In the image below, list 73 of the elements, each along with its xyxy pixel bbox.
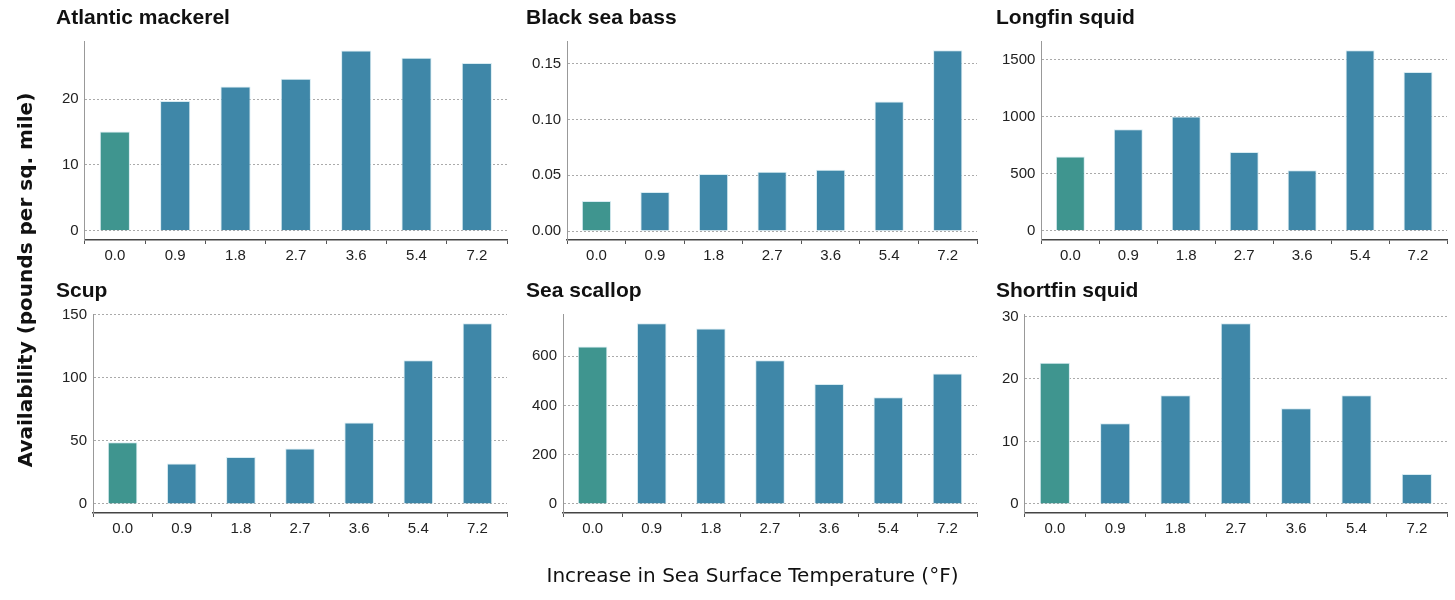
- y-tick-label: 0.10: [531, 109, 562, 127]
- x-tick-label: 2.7: [289, 519, 311, 537]
- y-tick-label: 1000: [1001, 106, 1036, 124]
- x-tick-label: 5.4: [878, 246, 900, 264]
- x-tick-label: 3.6: [820, 246, 842, 264]
- y-tick-label: 20: [1002, 369, 1019, 387]
- x-tick-label: 0.9: [1117, 246, 1139, 264]
- x-tick-label: 3.6: [348, 519, 370, 537]
- y-tick-label: 100: [62, 368, 88, 385]
- x-tick-label: 0.9: [644, 246, 666, 264]
- x-tick-label: 1.8: [230, 519, 252, 537]
- y-tick-label: 50: [70, 431, 88, 449]
- y-tick-label: 200: [532, 444, 558, 462]
- y-tick-label: 600: [532, 346, 558, 364]
- x-tick-label: 2.7: [759, 519, 781, 537]
- x-tick-label: 7.2: [1407, 246, 1429, 264]
- x-tick-label: 0.0: [104, 246, 126, 264]
- x-tick-label: 7.2: [937, 246, 959, 264]
- y-tick-label: 20: [62, 89, 79, 107]
- x-tick-label: 0.0: [1059, 246, 1081, 264]
- x-tick-label: 3.6: [818, 519, 840, 537]
- y-tick-label: 10: [62, 155, 79, 173]
- x-tick-label: 1.8: [703, 246, 724, 264]
- x-tick-label: 5.4: [407, 519, 429, 537]
- x-tick-label: 1.8: [225, 246, 246, 264]
- x-tick-label: 1.8: [1175, 246, 1197, 264]
- x-tick-label: 3.6: [1291, 246, 1313, 264]
- y-tick-label: 0: [548, 494, 558, 512]
- x-tick-label: 7.2: [467, 519, 488, 537]
- chart-title: Sea scallop: [526, 278, 642, 302]
- x-tick-label: 7.2: [466, 246, 488, 264]
- x-tick-label: 7.2: [937, 519, 958, 537]
- y-tick-label: 1500: [1001, 49, 1036, 67]
- x-tick-label: 0.9: [1104, 519, 1126, 537]
- x-tick-label: 0.9: [171, 519, 193, 537]
- x-tick-label: 7.2: [1406, 519, 1428, 537]
- x-tick-label: 5.4: [1349, 246, 1371, 264]
- x-tick-label: 0.9: [641, 519, 663, 537]
- x-tick-label: 5.4: [877, 519, 899, 537]
- y-tick-label: 0: [1010, 494, 1019, 512]
- y-tick-label: 0.00: [531, 221, 562, 239]
- chart-title: Scup: [56, 278, 108, 302]
- x-tick-label: 0.0: [1044, 519, 1066, 537]
- x-tick-label: 1.8: [700, 519, 722, 537]
- y-tick-label: 400: [532, 395, 558, 413]
- x-tick-label: 2.7: [761, 246, 783, 264]
- x-tick-label: 0.0: [586, 246, 607, 264]
- x-tick-label: 1.8: [1165, 519, 1186, 537]
- x-tick-label: 3.6: [345, 246, 367, 264]
- chart-title: Longfin squid: [996, 5, 1135, 29]
- y-tick-label: 150: [62, 304, 88, 322]
- y-tick-label: 30: [1002, 306, 1019, 324]
- x-tick-label: 5.4: [406, 246, 427, 264]
- x-tick-label: 2.7: [1225, 519, 1247, 537]
- y-tick-label: 0.05: [531, 165, 562, 183]
- chart-title: Black sea bass: [526, 5, 677, 29]
- y-tick-label: 0.15: [531, 53, 562, 71]
- x-tick-label: 0.9: [164, 246, 186, 264]
- y-tick-label: 10: [1002, 431, 1019, 449]
- x-tick-label: 0.0: [112, 519, 134, 537]
- x-tick-label: 2.7: [1233, 246, 1255, 264]
- y-tick-label: 0: [78, 494, 88, 512]
- y-tick-label: 0: [1027, 221, 1036, 238]
- x-tick-label: 0.0: [582, 519, 604, 537]
- chart-title: Shortfin squid: [996, 278, 1139, 302]
- y-tick-label: 500: [1010, 163, 1036, 181]
- x-tick-label: 2.7: [285, 246, 307, 264]
- x-tick-label: 5.4: [1346, 519, 1367, 537]
- y-axis-title: Availability (pounds per sq. mile): [13, 92, 37, 468]
- chart-title: Atlantic mackerel: [56, 5, 230, 29]
- y-tick-label: 0: [70, 220, 79, 238]
- x-tick-label: 3.6: [1285, 519, 1307, 537]
- x-axis-title: Increase in Sea Surface Temperature (°F): [545, 563, 960, 587]
